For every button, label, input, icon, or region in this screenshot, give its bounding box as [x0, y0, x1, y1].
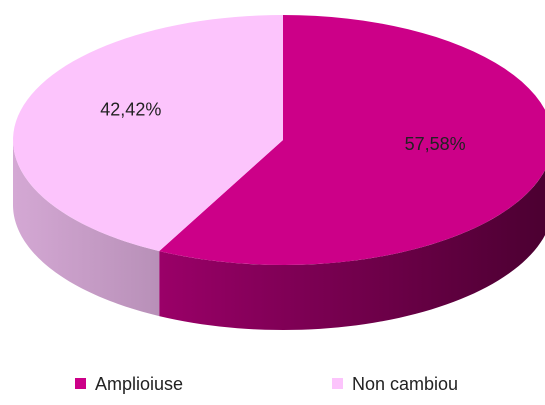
data-label: 42,42% [100, 100, 161, 120]
pie-slice [159, 15, 545, 265]
pie-side [159, 170, 545, 330]
legend-label: Non cambiou [352, 374, 458, 394]
legend-swatch [332, 378, 343, 389]
legend-swatch [75, 378, 86, 389]
pie-side [13, 140, 160, 317]
pie-slice [13, 15, 283, 252]
legend-label: Amplioiuse [95, 374, 183, 394]
data-label: 57,58% [405, 134, 466, 154]
